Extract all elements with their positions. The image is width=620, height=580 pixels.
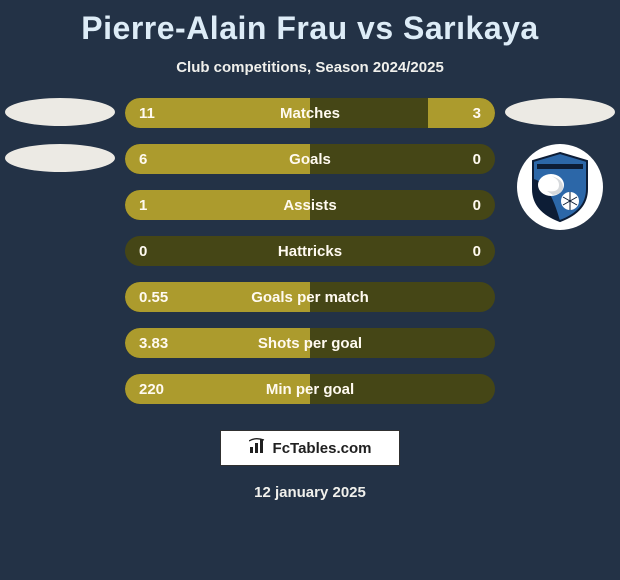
stat-label: Goals bbox=[125, 151, 495, 168]
stat-label: Hattricks bbox=[125, 243, 495, 260]
bar-chart-icon bbox=[249, 438, 267, 458]
stat-row: 0Hattricks0 bbox=[125, 236, 495, 266]
stat-label: Goals per match bbox=[125, 289, 495, 306]
stat-label: Matches bbox=[125, 105, 495, 122]
stat-row: 6Goals0 bbox=[125, 144, 495, 174]
stat-value-right: 0 bbox=[473, 197, 481, 214]
fctables-label: FcTables.com bbox=[273, 440, 372, 457]
right-player-placeholder-icon bbox=[505, 98, 615, 126]
right-badge-column bbox=[500, 98, 620, 230]
stat-value-right: 3 bbox=[473, 105, 481, 122]
comparison-content: 11Matches36Goals01Assists00Hattricks00.5… bbox=[0, 98, 620, 404]
left-club-placeholder-icon bbox=[5, 144, 115, 172]
stat-row: 220Min per goal bbox=[125, 374, 495, 404]
stat-label: Min per goal bbox=[125, 381, 495, 398]
right-club-badge bbox=[517, 144, 603, 230]
stat-value-right: 0 bbox=[473, 151, 481, 168]
stat-row: 1Assists0 bbox=[125, 190, 495, 220]
stat-row: 11Matches3 bbox=[125, 98, 495, 128]
page-title: Pierre-Alain Frau vs Sarıkaya bbox=[0, 0, 620, 47]
stat-row: 0.55Goals per match bbox=[125, 282, 495, 312]
stat-label: Assists bbox=[125, 197, 495, 214]
stat-value-right: 0 bbox=[473, 243, 481, 260]
footer-date: 12 january 2025 bbox=[0, 484, 620, 501]
fctables-logo[interactable]: FcTables.com bbox=[220, 430, 400, 466]
left-badge-column bbox=[0, 98, 120, 172]
erzurumspor-shield-icon bbox=[529, 151, 591, 223]
page-subtitle: Club competitions, Season 2024/2025 bbox=[0, 59, 620, 76]
left-player-placeholder-icon bbox=[5, 98, 115, 126]
stat-row: 3.83Shots per goal bbox=[125, 328, 495, 358]
stat-bars: 11Matches36Goals01Assists00Hattricks00.5… bbox=[125, 98, 495, 404]
stat-label: Shots per goal bbox=[125, 335, 495, 352]
